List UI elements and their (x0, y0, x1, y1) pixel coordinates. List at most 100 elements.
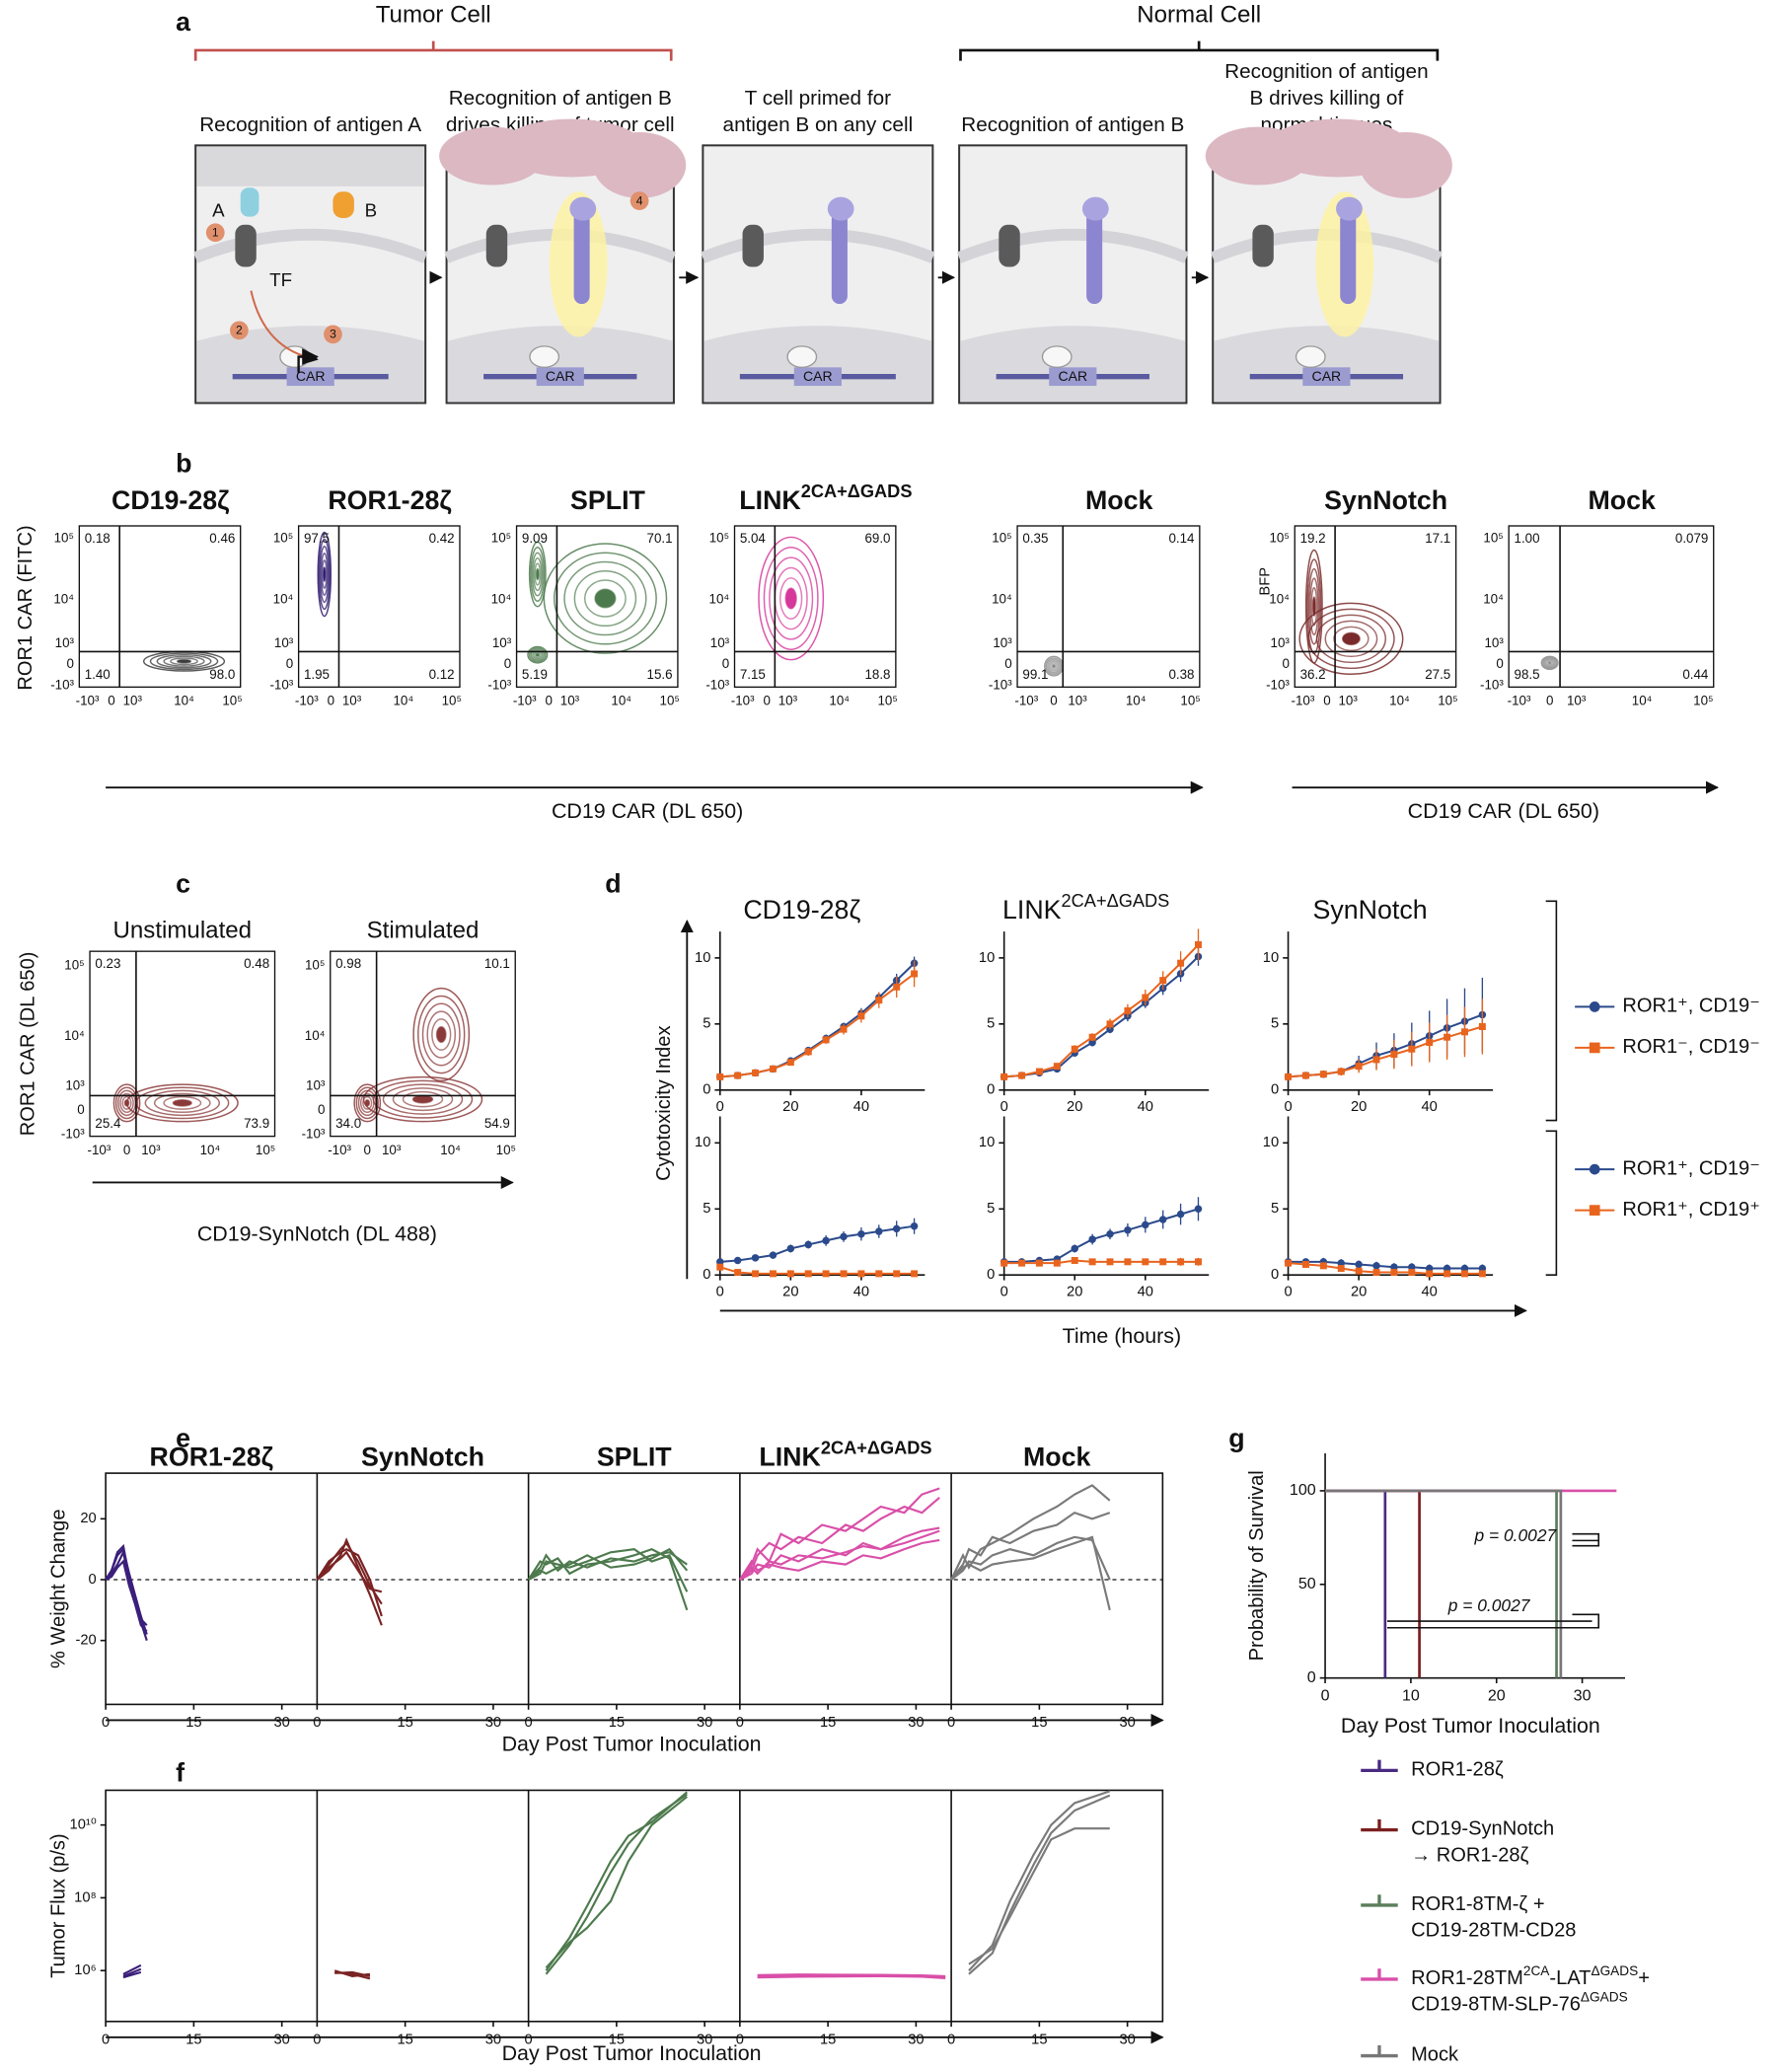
data-point (1053, 1063, 1061, 1071)
step-number-dot (629, 191, 649, 210)
mouse-line (738, 1538, 940, 1581)
y-tick-label: 0 (1271, 1082, 1279, 1098)
plot-title: SynNotch (1313, 895, 1428, 925)
mouse-line (122, 1963, 142, 1975)
y-tick-label: 10³ (993, 635, 1012, 650)
mouse-line (316, 1537, 383, 1626)
mouse-line (316, 1541, 383, 1605)
target-cell (196, 146, 424, 186)
contour (779, 577, 803, 620)
step-number-dot (324, 325, 342, 344)
contour (1540, 655, 1559, 671)
data-point (1018, 1259, 1026, 1267)
t-cell-membrane (192, 228, 428, 263)
facet-title-part: Mock (1023, 1442, 1091, 1471)
y-tick-label: 0 (1496, 656, 1503, 671)
data-point (893, 983, 901, 991)
x-tick-label: 10³ (1068, 694, 1087, 708)
data-point (1478, 1270, 1486, 1278)
data-point (1194, 1205, 1203, 1214)
y-tick-label: 10⁸ (74, 1889, 97, 1905)
quadrant-value: 73.9 (244, 1116, 269, 1131)
y-tick-label: 10³ (1484, 635, 1504, 650)
x-tick-label: 20 (1488, 1687, 1506, 1705)
plot-title: SPLIT (570, 485, 645, 515)
car-box (536, 367, 584, 387)
contour (583, 579, 627, 618)
mouse-line (527, 1547, 689, 1581)
y-tick-label: -10³ (1480, 677, 1504, 692)
contour (1542, 656, 1558, 670)
step-text: Recognition of antigen B (961, 113, 1184, 136)
contour (535, 567, 540, 581)
x-tick-label: 10⁵ (1438, 694, 1457, 708)
step-text: Recognition of antigen B (449, 87, 672, 110)
legend-label-part: + (1638, 1967, 1650, 1989)
data-point (734, 1072, 742, 1079)
x-tick-label: 40 (1422, 1099, 1438, 1115)
legend-marker (1589, 1001, 1600, 1012)
y-tick-label: 10⁴ (53, 592, 74, 607)
data-point (1071, 1257, 1078, 1264)
contour (563, 560, 647, 636)
quadrant-value: 0.98 (335, 956, 361, 971)
x-tick-label: 10⁵ (1693, 694, 1713, 708)
y-tick-label: 10⁵ (491, 531, 511, 546)
contour (784, 587, 797, 610)
data-point (1124, 1225, 1132, 1234)
quadrant-value: 27.5 (1425, 667, 1450, 682)
x-tick-label: -10³ (88, 1143, 111, 1157)
series-line (1003, 1208, 1199, 1263)
plot-title-part: Mock (1588, 485, 1656, 515)
x-axis-label: Day Post Tumor Inoculation (502, 2041, 762, 2065)
contour (119, 1092, 134, 1113)
x-tick-label: 20 (782, 1099, 798, 1115)
x-tick-label: 10⁴ (1389, 694, 1410, 708)
x-tick-label: 10⁴ (200, 1143, 221, 1157)
data-point (752, 1270, 760, 1278)
data-point (1478, 1264, 1487, 1273)
contour (1544, 658, 1555, 667)
x-tick-label: 10⁴ (440, 1143, 461, 1157)
y-tick-label: 5 (987, 1201, 995, 1217)
y-tick-label: -20 (75, 1633, 96, 1649)
x-tick-label: 0 (947, 1715, 955, 1731)
plot-title: Unstimulated (112, 917, 252, 943)
receptor-purple (831, 211, 848, 305)
data-point (1425, 1264, 1434, 1273)
contour (1304, 549, 1323, 664)
group-bracket (959, 40, 1440, 61)
x-tick-label: 20 (1351, 1285, 1367, 1300)
data-point (716, 1073, 724, 1080)
data-point (1035, 1259, 1043, 1267)
contour (355, 1086, 379, 1120)
legend-label-part: ROR1-8TM-ζ + (1411, 1893, 1544, 1915)
data-point (910, 1221, 919, 1230)
data-point (1390, 1051, 1398, 1059)
mouse-line (757, 1974, 946, 1979)
contour (535, 652, 541, 657)
contour (125, 1083, 239, 1123)
panel-label: d (605, 868, 621, 898)
legend-label-part: 2CA (1523, 1963, 1550, 1978)
data-point (769, 1251, 777, 1259)
x-tick-label: 40 (1138, 1285, 1153, 1300)
y-tick-label: 0 (318, 1102, 325, 1117)
data-point (1194, 1258, 1202, 1266)
mouse-line (739, 1496, 940, 1581)
x-tick-label: 0 (947, 2032, 955, 2047)
plot-frame (78, 525, 242, 689)
plot-title-part: LINK (739, 485, 801, 515)
mouse-line (757, 1973, 946, 1977)
y-tick-label: 10³ (55, 635, 75, 650)
receptor-head (1336, 196, 1363, 221)
target-cell (1360, 131, 1452, 198)
y-axis-label: Probability of Survival (1246, 1470, 1268, 1661)
contour (364, 1099, 371, 1107)
nucleus (1214, 326, 1440, 403)
data-point (1177, 959, 1185, 967)
x-tick-label: 15 (397, 2032, 412, 2047)
data-point (1106, 1229, 1114, 1238)
contour (1546, 659, 1554, 666)
contour (530, 547, 546, 602)
